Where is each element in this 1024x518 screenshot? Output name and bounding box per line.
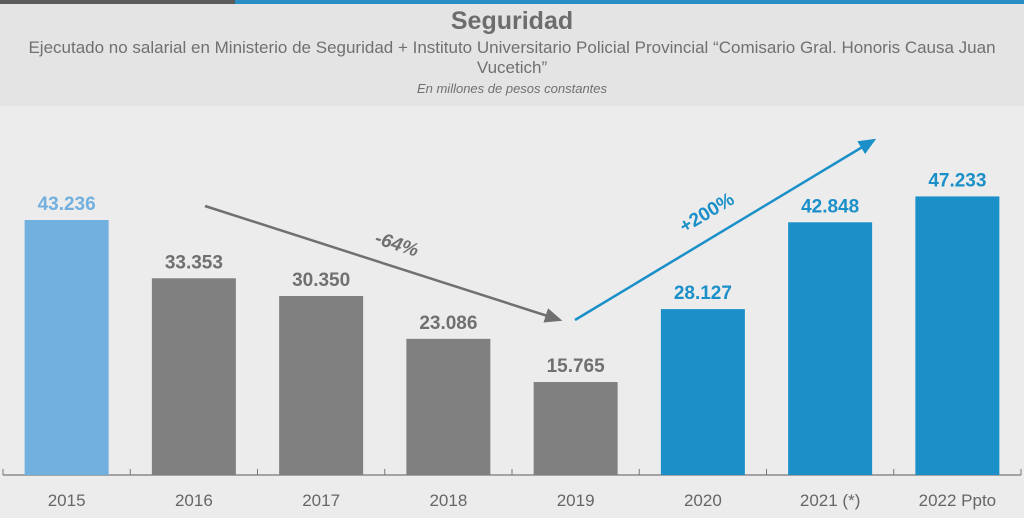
bar-2017 bbox=[279, 295, 364, 475]
data-label: 15.765 bbox=[547, 356, 606, 377]
data-label: 28.127 bbox=[674, 283, 732, 304]
data-label: 42.848 bbox=[801, 196, 859, 217]
x-tick-label: 2020 bbox=[684, 491, 722, 510]
bar-2018 bbox=[406, 338, 491, 475]
data-label: 43.236 bbox=[38, 194, 96, 215]
bar-2019 bbox=[533, 382, 618, 475]
data-label: 23.086 bbox=[419, 313, 477, 334]
x-tick-label: 2016 bbox=[175, 491, 213, 510]
bar-2021- bbox=[788, 222, 873, 475]
chart-units-note: En millones de pesos constantes bbox=[416, 81, 608, 96]
x-tick-label: 2015 bbox=[48, 491, 86, 510]
x-tick-label: 2021 (*) bbox=[800, 491, 860, 510]
chart-subtitle: Ejecutado no salarial en Ministerio de S… bbox=[28, 38, 996, 77]
x-tick-label: 2019 bbox=[557, 491, 595, 510]
chart-header: Seguridad Ejecutado no salarial en Minis… bbox=[0, 4, 1024, 106]
bar-2015 bbox=[24, 220, 109, 475]
data-label: 30.350 bbox=[292, 270, 350, 291]
decline-trend-arrow bbox=[204, 204, 563, 323]
x-tick-label: 2017 bbox=[302, 491, 340, 510]
bar-2022-ppto bbox=[915, 196, 1000, 475]
top-bar-right bbox=[235, 0, 1024, 4]
top-bar-left bbox=[0, 0, 235, 4]
growth-percent-label: +200% bbox=[676, 189, 738, 238]
data-label: 33.353 bbox=[165, 252, 223, 273]
x-tick-label: 2022 Ppto bbox=[919, 491, 997, 510]
bar-2016 bbox=[151, 278, 236, 475]
growth-trend-arrow bbox=[574, 138, 877, 322]
data-label: 47.233 bbox=[928, 170, 986, 191]
decline-percent-label: -64% bbox=[372, 228, 421, 262]
chart-title: Seguridad bbox=[450, 7, 574, 35]
bar-2020 bbox=[660, 309, 745, 475]
x-tick-label: 2018 bbox=[429, 491, 467, 510]
